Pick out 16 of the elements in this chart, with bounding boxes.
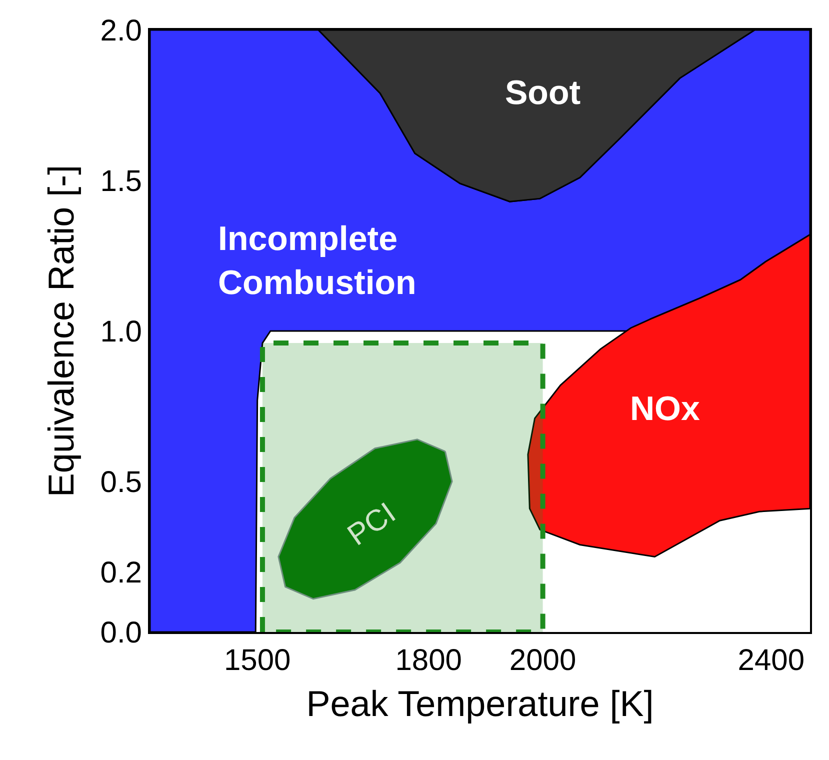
y-tick-label: 0.0 bbox=[100, 616, 142, 650]
annotation: Incomplete Combustion bbox=[218, 220, 416, 302]
x-tick-label: 2400 bbox=[738, 644, 805, 677]
annotation: NOx bbox=[630, 390, 700, 428]
annotation: PCI bbox=[342, 496, 402, 552]
y-tick-label: 2.0 bbox=[100, 14, 142, 48]
x-tick-label: 2000 bbox=[509, 644, 576, 677]
y-tick-label: 1.5 bbox=[100, 165, 142, 198]
y-axis-title: Equivalence Ratio [-] bbox=[40, 164, 82, 498]
annotation: Soot bbox=[505, 74, 581, 112]
y-tick-label: 1.0 bbox=[100, 316, 142, 348]
x-tick-label: 1800 bbox=[395, 644, 462, 677]
y-tick-label: 0.2 bbox=[100, 556, 142, 590]
x-tick-label: 1500 bbox=[224, 644, 291, 677]
x-axis-title: Peak Temperature [K] bbox=[306, 683, 654, 724]
y-tick-label: 0.5 bbox=[100, 466, 142, 499]
